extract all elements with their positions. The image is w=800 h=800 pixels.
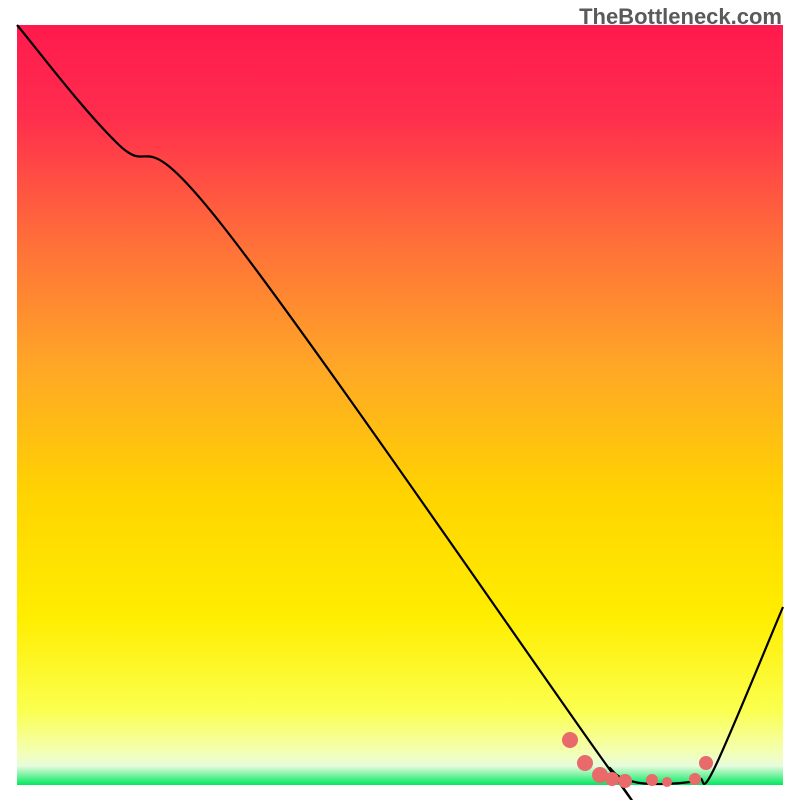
- curve-marker: [689, 773, 701, 785]
- curve-marker: [662, 777, 672, 787]
- curve-marker: [605, 772, 619, 786]
- curve-marker: [618, 774, 632, 788]
- chart-container: TheBottleneck.com: [0, 0, 800, 800]
- curve-marker: [699, 756, 713, 770]
- chart-background: [17, 25, 783, 785]
- watermark-text: TheBottleneck.com: [579, 4, 782, 30]
- curve-marker: [577, 755, 593, 771]
- bottleneck-chart: [0, 0, 800, 800]
- curve-marker: [646, 774, 658, 786]
- curve-marker: [562, 732, 578, 748]
